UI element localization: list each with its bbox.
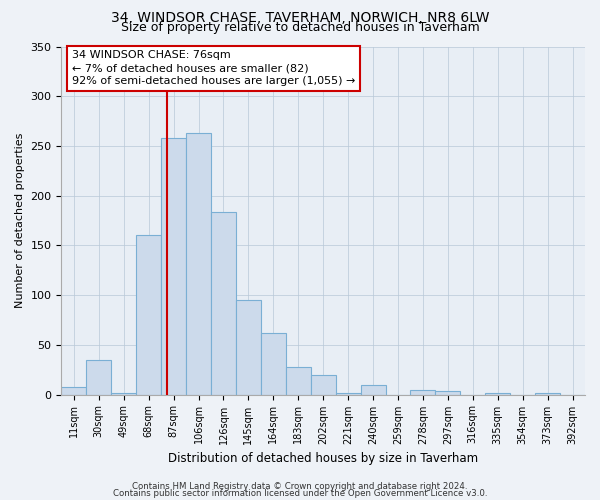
Bar xyxy=(61,386,86,394)
Text: Size of property relative to detached houses in Taverham: Size of property relative to detached ho… xyxy=(121,22,479,35)
X-axis label: Distribution of detached houses by size in Taverham: Distribution of detached houses by size … xyxy=(168,452,478,465)
Text: 34, WINDSOR CHASE, TAVERHAM, NORWICH, NR8 6LW: 34, WINDSOR CHASE, TAVERHAM, NORWICH, NR… xyxy=(111,11,489,25)
Bar xyxy=(361,384,386,394)
Bar xyxy=(111,392,136,394)
Bar xyxy=(136,236,161,394)
Bar xyxy=(211,212,236,394)
Bar xyxy=(485,392,510,394)
Bar xyxy=(335,392,361,394)
Y-axis label: Number of detached properties: Number of detached properties xyxy=(15,133,25,308)
Text: 34 WINDSOR CHASE: 76sqm
← 7% of detached houses are smaller (82)
92% of semi-det: 34 WINDSOR CHASE: 76sqm ← 7% of detached… xyxy=(72,50,355,86)
Bar xyxy=(410,390,436,394)
Text: Contains HM Land Registry data © Crown copyright and database right 2024.: Contains HM Land Registry data © Crown c… xyxy=(132,482,468,491)
Bar xyxy=(261,333,286,394)
Bar xyxy=(436,390,460,394)
Bar xyxy=(311,374,335,394)
Bar xyxy=(86,360,111,394)
Text: Contains public sector information licensed under the Open Government Licence v3: Contains public sector information licen… xyxy=(113,489,487,498)
Bar xyxy=(236,300,261,394)
Bar xyxy=(535,392,560,394)
Bar xyxy=(161,138,186,394)
Bar xyxy=(186,133,211,394)
Bar xyxy=(286,366,311,394)
